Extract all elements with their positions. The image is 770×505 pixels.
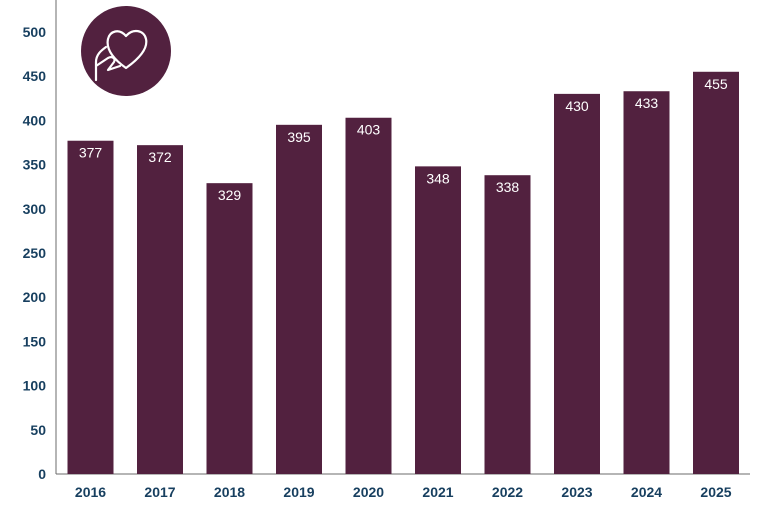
x-tick-label: 2018 [214, 484, 245, 500]
hand-holding-heart-icon [81, 6, 171, 96]
y-tick-label: 150 [23, 333, 47, 349]
x-tick-label: 2022 [492, 484, 523, 500]
y-tick-labels: 0 50 100 150 200 250 300 350 400 450 500 [23, 24, 47, 482]
data-labels: 377 372 329 395 403 348 338 430 433 455 [79, 76, 728, 203]
y-tick-label: 500 [23, 24, 47, 40]
data-label: 430 [565, 98, 589, 114]
y-tick-label: 100 [23, 378, 47, 394]
y-tick-label: 250 [23, 245, 47, 261]
bar [484, 175, 531, 474]
y-tick-label: 450 [23, 68, 47, 84]
x-tick-label: 2023 [561, 484, 592, 500]
y-tick-label: 0 [38, 466, 46, 482]
bar [67, 140, 114, 474]
y-tick-label: 200 [23, 289, 47, 305]
y-tick-label: 400 [23, 112, 47, 128]
data-label: 329 [218, 187, 242, 203]
x-tick-label: 2020 [353, 484, 384, 500]
bar [415, 166, 461, 475]
data-label: 403 [357, 122, 381, 138]
x-tick-labels: 2016 2017 2018 2019 2020 2021 2022 2023 2024 2025 [75, 484, 732, 500]
data-label: 377 [79, 145, 103, 161]
bar [276, 124, 322, 474]
x-tick-label: 2017 [144, 484, 175, 500]
bar [554, 93, 600, 474]
bar [623, 91, 670, 474]
data-label: 338 [496, 179, 520, 195]
data-label: 348 [426, 170, 450, 186]
bars [67, 71, 739, 475]
data-label: 433 [635, 95, 659, 111]
y-tick-label: 50 [30, 422, 46, 438]
bar [345, 117, 392, 475]
data-label: 455 [704, 76, 728, 92]
x-tick-label: 2019 [283, 484, 314, 500]
x-tick-label: 2025 [700, 484, 731, 500]
bar [137, 145, 183, 475]
y-tick-label: 350 [23, 157, 47, 173]
y-tick-label: 300 [23, 201, 47, 217]
data-label: 395 [287, 129, 311, 145]
data-label: 372 [148, 149, 172, 165]
x-tick-label: 2024 [631, 484, 662, 500]
x-tick-label: 2021 [422, 484, 453, 500]
x-tick-label: 2016 [75, 484, 106, 500]
bar [206, 183, 253, 474]
bar [693, 71, 739, 474]
